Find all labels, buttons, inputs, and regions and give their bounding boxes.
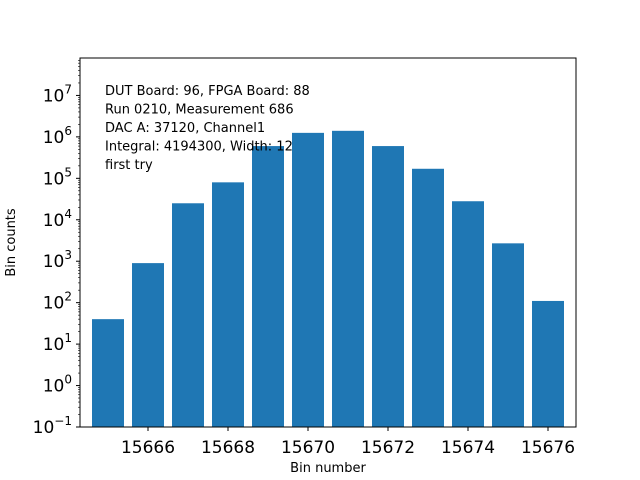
bar <box>452 201 484 427</box>
annotation-line: first try <box>105 158 153 173</box>
x-tick-label: 15666 <box>121 438 175 458</box>
y-tick-label: 103 <box>43 248 72 272</box>
bar <box>212 182 244 427</box>
bars-group <box>92 130 564 428</box>
y-tick-label: 106 <box>43 124 72 148</box>
y-tick-label: 105 <box>43 165 72 189</box>
bar <box>252 146 284 428</box>
x-axis-ticks: 15666 15668 15670 15672 15674 15676 <box>121 427 575 458</box>
bar <box>412 168 444 427</box>
bar <box>332 130 364 427</box>
y-tick-label: 10−1 <box>33 414 72 438</box>
bar <box>372 146 404 428</box>
y-axis-label: Bin counts <box>4 208 19 277</box>
y-tick-label: 102 <box>43 290 72 314</box>
annotation-line: DUT Board: 96, FPGA Board: 88 <box>105 84 310 99</box>
bar <box>532 300 564 427</box>
annotation-block: DUT Board: 96, FPGA Board: 88 Run 0210, M… <box>105 84 310 173</box>
bar <box>132 263 164 427</box>
bar <box>172 203 204 427</box>
x-tick-label: 15668 <box>201 438 255 458</box>
y-tick-label: 100 <box>43 373 72 397</box>
y-tick-label: 104 <box>43 207 72 231</box>
x-tick-label: 15672 <box>361 438 415 458</box>
y-tick-label: 107 <box>43 82 72 106</box>
annotation-line: Integral: 4194300, Width: 12 <box>105 140 293 155</box>
bar <box>92 319 124 427</box>
x-axis-label: Bin number <box>290 461 366 476</box>
x-tick-label: 15676 <box>521 438 575 458</box>
x-tick-label: 15674 <box>441 438 495 458</box>
bar <box>492 243 524 427</box>
bar <box>292 132 324 428</box>
annotation-line: Run 0210, Measurement 686 <box>105 103 294 118</box>
plot-frame <box>79 57 577 428</box>
y-tick-label: 101 <box>43 331 72 355</box>
y-axis-ticks: 10−1 100 101 102 103 104 105 106 107 <box>33 82 80 438</box>
x-tick-label: 15670 <box>281 438 335 458</box>
annotation-line: DAC A: 37120, Channel1 <box>105 121 265 136</box>
